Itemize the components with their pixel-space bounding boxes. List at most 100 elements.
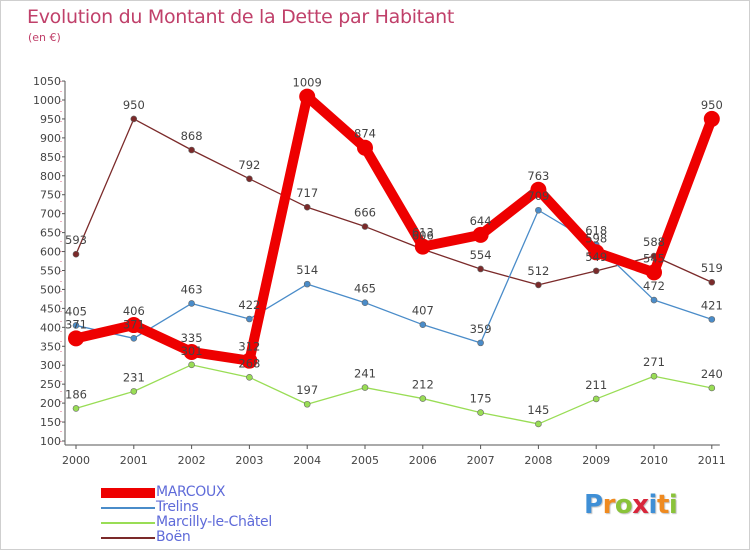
data-label: 514 — [296, 263, 318, 277]
data-point — [535, 206, 542, 214]
data-label: 792 — [238, 158, 260, 172]
data-label: 240 — [701, 367, 723, 381]
data-point — [592, 395, 600, 403]
logo-letter: r — [602, 490, 616, 520]
x-tick-label: 2000 — [62, 454, 90, 467]
logo-letter: o — [614, 490, 633, 520]
data-label: 868 — [181, 129, 203, 143]
series-line — [75, 118, 713, 286]
data-point — [708, 278, 716, 286]
data-point — [477, 409, 484, 416]
data-label: 175 — [470, 392, 492, 406]
data-label: 763 — [527, 169, 549, 183]
data-point — [130, 115, 138, 123]
data-point — [361, 384, 369, 391]
y-tick-label: 450 — [40, 302, 61, 315]
data-point — [477, 339, 484, 347]
legend-item: Trelins — [101, 499, 361, 516]
data-point — [246, 315, 253, 323]
data-label: 197 — [296, 383, 318, 397]
data-label: 549 — [585, 250, 607, 264]
data-label: 613 — [412, 226, 434, 240]
y-tick-label: 550 — [40, 264, 61, 277]
y-tick-label: 800 — [40, 170, 61, 183]
data-label: 268 — [238, 356, 260, 370]
data-label: 145 — [527, 403, 549, 417]
data-point — [650, 372, 658, 380]
legend-swatch — [101, 537, 155, 539]
y-tick-label: 1050 — [33, 75, 61, 88]
legend-label: MARCOUX — [156, 484, 226, 500]
legend-label: Marcilly-le-Châtel — [156, 514, 272, 530]
data-point — [650, 296, 658, 304]
data-label: 241 — [354, 367, 376, 381]
data-label: 606 — [412, 228, 434, 242]
data-label: 717 — [296, 186, 318, 200]
data-label: 371 — [123, 317, 145, 331]
data-point — [303, 280, 311, 288]
data-label: 554 — [470, 248, 492, 262]
data-label: 407 — [412, 304, 434, 318]
data-label: 422 — [238, 298, 260, 312]
data-point — [246, 374, 253, 381]
x-tick-label: 2004 — [293, 454, 321, 467]
data-point — [68, 330, 84, 347]
y-tick-label: 300 — [40, 359, 61, 372]
y-tick-label: 500 — [40, 283, 61, 296]
data-point — [472, 226, 489, 243]
data-label: 1009 — [293, 76, 322, 90]
logo-letter: t — [656, 490, 669, 520]
data-point — [646, 264, 662, 281]
series-line — [75, 209, 713, 344]
data-point — [72, 250, 80, 258]
data-point — [708, 384, 716, 392]
data-label: 359 — [470, 322, 492, 336]
x-tick-label: 2007 — [467, 454, 495, 467]
logo-letter: i — [648, 490, 658, 520]
y-tick-label: 100 — [40, 435, 61, 448]
data-label: 301 — [181, 344, 203, 358]
y-tick-label: 700 — [40, 208, 61, 221]
data-label: 335 — [181, 331, 203, 345]
data-label: 545 — [643, 251, 665, 265]
data-label: 465 — [354, 282, 376, 296]
x-tick-label: 2011 — [698, 454, 726, 467]
legend-item: Marcilly-le-Châtel — [101, 514, 361, 531]
data-label: 231 — [123, 370, 145, 384]
data-label: 271 — [643, 355, 665, 369]
y-tick-label: 750 — [40, 189, 61, 202]
legend-item: Boën — [101, 529, 361, 546]
data-label: 406 — [123, 304, 145, 318]
data-point — [419, 395, 427, 402]
x-tick-label: 2006 — [409, 454, 437, 467]
legend-swatch — [101, 522, 155, 524]
data-point — [72, 322, 80, 329]
logo-letter: P — [584, 490, 603, 520]
legend-swatch — [101, 507, 155, 509]
logo-letter: x — [632, 490, 649, 520]
x-tick-label: 2010 — [640, 454, 668, 467]
y-tick-label: 950 — [40, 113, 61, 126]
data-label: 709 — [527, 189, 549, 203]
data-label: 618 — [585, 224, 607, 238]
data-point — [303, 203, 311, 211]
x-tick-label: 2001 — [120, 454, 148, 467]
data-label: 472 — [643, 279, 665, 293]
data-label: 950 — [123, 98, 145, 112]
data-point — [125, 317, 142, 334]
data-point — [188, 361, 195, 369]
data-point — [246, 175, 253, 183]
data-label: 212 — [412, 378, 434, 392]
data-point — [588, 244, 605, 261]
y-tick-label: 1000 — [33, 94, 61, 107]
data-point — [361, 223, 369, 230]
series-line — [75, 364, 713, 425]
data-point — [241, 352, 258, 369]
legend-swatch — [101, 488, 155, 498]
data-label: 519 — [701, 261, 723, 275]
y-tick-label: 200 — [40, 397, 61, 410]
data-point — [183, 343, 200, 360]
legend-label: Trelins — [156, 499, 199, 515]
y-tick-label: 900 — [40, 132, 61, 145]
